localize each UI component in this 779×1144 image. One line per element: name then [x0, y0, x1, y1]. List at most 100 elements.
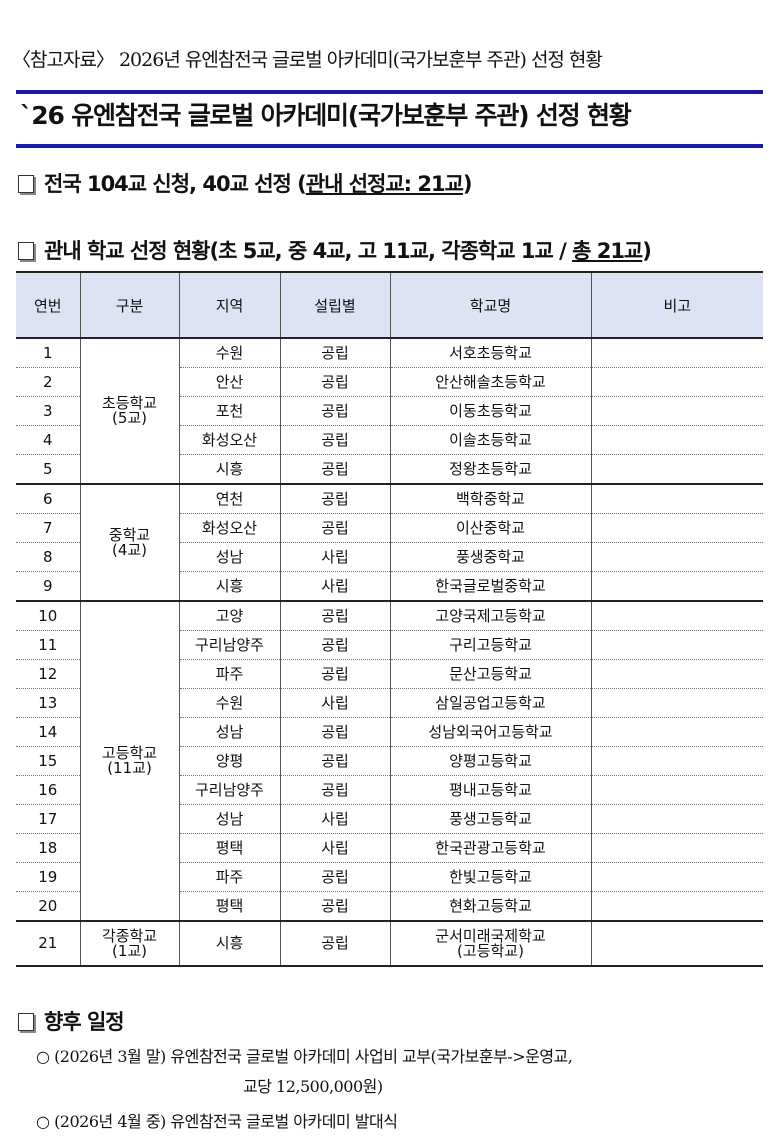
row-number: 3 [16, 396, 81, 426]
school-name: 평내고등학교 [449, 780, 532, 799]
section-close: ) [642, 239, 652, 263]
region-cell: 안산 [178, 367, 281, 397]
table-row: 19 파주 공립 한빛고등학교 [16, 862, 763, 892]
region-cell: 파주 [178, 862, 281, 892]
header-region: 지역 [178, 271, 281, 339]
type-cell: 공립 [279, 775, 391, 805]
note-cell [590, 659, 763, 689]
note-cell [590, 746, 763, 776]
school-name: 이동초등학교 [449, 401, 532, 420]
table-row: 3 포천 공립 이동초등학교 [16, 396, 763, 426]
school-name: 백학중학교 [455, 489, 525, 508]
region-cell: 화성오산 [178, 425, 281, 455]
category-label: 초등학교 [101, 394, 158, 412]
region-cell: 시흥 [178, 921, 281, 967]
school-name: 정왕초등학교 [449, 459, 532, 478]
note-cell [590, 717, 763, 747]
school-cell: 정왕초등학교 [389, 454, 592, 485]
type-cell: 사립 [279, 804, 391, 834]
note-cell [590, 833, 763, 863]
row-number: 12 [16, 659, 81, 689]
note-cell [590, 630, 763, 660]
circle-bullet-icon: ○ [36, 1112, 50, 1131]
table-row: 20 평택 공립 현화고등학교 [16, 891, 763, 922]
type-cell: 사립 [279, 688, 391, 718]
schedule-text: 유엔참전국 글로벌 아카데미 발대식 [170, 1112, 398, 1131]
school-cell: 백학중학교 [389, 484, 592, 514]
type-cell: 공립 [279, 484, 391, 514]
row-number: 18 [16, 833, 81, 863]
school-name: 현화고등학교 [449, 896, 532, 915]
region-cell: 성남 [178, 542, 281, 572]
header-note: 비고 [590, 271, 763, 339]
school-name: 삼일공업고등학교 [435, 693, 546, 712]
row-number: 6 [16, 484, 81, 514]
table-row: 7 화성오산 공립 이산중학교 [16, 513, 763, 543]
type-cell: 공립 [279, 425, 391, 455]
school-name: 풍생중학교 [455, 547, 525, 566]
note-cell [590, 454, 763, 485]
type-cell: 공립 [279, 513, 391, 543]
checkbox-icon [18, 175, 34, 193]
school-cell: 풍생중학교 [389, 542, 592, 572]
row-number: 21 [16, 921, 81, 967]
category-count: (5교) [111, 409, 148, 427]
note-cell [590, 513, 763, 543]
section-schedule: 향후 일정 [18, 1006, 125, 1036]
reference-title: 〈참고자료〉 2026년 유엔참전국 글로벌 아카데미(국가보훈부 주관) 선정… [12, 49, 603, 71]
table-row: 4 화성오산 공립 이솔초등학교 [16, 425, 763, 455]
type-cell: 공립 [279, 921, 391, 967]
region-cell: 시흥 [178, 571, 281, 602]
type-cell: 공립 [279, 367, 391, 397]
note-cell [590, 542, 763, 572]
category-label: 고등학교 [101, 744, 158, 762]
region-cell: 평택 [178, 833, 281, 863]
region-cell: 포천 [178, 396, 281, 426]
table-row: 13 수원 사립 삼일공업고등학교 [16, 688, 763, 718]
table-row: 9 시흥 사립 한국글로벌중학교 [16, 571, 763, 602]
row-number: 14 [16, 717, 81, 747]
school-cell: 구리고등학교 [389, 630, 592, 660]
note-cell [590, 601, 763, 631]
region-cell: 수원 [178, 688, 281, 718]
section-national-summary: 전국 104교 신청, 40교 선정 (관내 선정교: 21교) [18, 168, 472, 198]
schedule-item-continued: 교당 12,500,000원) [243, 1077, 383, 1096]
row-number: 10 [16, 601, 81, 631]
region-cell: 수원 [178, 338, 281, 368]
category-cell: 초등학교 (5교) [79, 338, 180, 485]
note-cell [590, 484, 763, 514]
category-count: (4교) [111, 540, 148, 559]
table-row: 6 중학교 (4교) 연천 공립 백학중학교 [16, 484, 763, 602]
checkbox-icon [18, 1013, 34, 1031]
school-cell: 한국글로벌중학교 [389, 571, 592, 602]
school-cell: 고양국제고등학교 [389, 601, 592, 631]
school-cell: 이산중학교 [389, 513, 592, 543]
school-name: 한국관광고등학교 [435, 838, 546, 857]
section-underlined: 총 21교 [572, 239, 643, 263]
region-cell: 파주 [178, 659, 281, 689]
category-count: (11교) [107, 759, 152, 777]
table-row: 5 시흥 공립 정왕초등학교 [16, 454, 763, 485]
table-row: 15 양평 공립 양평고등학교 [16, 746, 763, 776]
school-cell: 한빛고등학교 [389, 862, 592, 892]
note-cell [590, 338, 763, 368]
category-label: 중학교 [108, 525, 151, 544]
school-name: 이산중학교 [455, 518, 525, 537]
schedule-when: (2026년 3월 말) [54, 1047, 166, 1066]
school-cell: 성남외국어고등학교 [389, 717, 592, 747]
school-name: 고양국제고등학교 [435, 606, 546, 625]
school-cell: 평내고등학교 [389, 775, 592, 805]
row-number: 2 [16, 367, 81, 397]
table-row: 21 각종학교 (1교) 시흥 공립 군서미래국제학교 (고등학교) [16, 921, 763, 967]
section-underlined: 관내 선정교: 21교 [305, 172, 464, 196]
school-cell: 이솔초등학교 [389, 425, 592, 455]
region-cell: 연천 [178, 484, 281, 514]
region-cell: 구리남양주 [178, 775, 281, 805]
row-number: 5 [16, 454, 81, 485]
school-name: 양평고등학교 [449, 751, 532, 770]
school-cell: 문산고등학교 [389, 659, 592, 689]
row-number: 8 [16, 542, 81, 572]
school-name: 성남외국어고등학교 [428, 722, 553, 741]
schedule-item: ○ (2026년 4월 중) 유엔참전국 글로벌 아카데미 발대식 [36, 1108, 398, 1132]
section-close: ) [462, 172, 473, 196]
